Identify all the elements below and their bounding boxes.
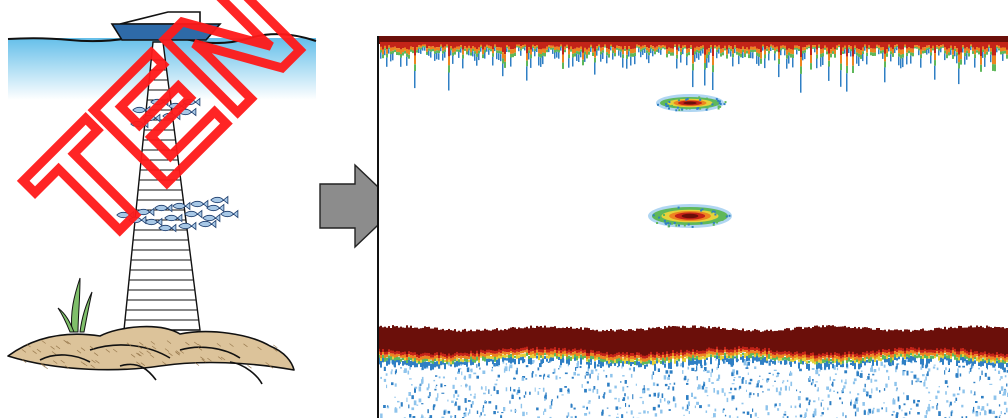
fish-icon <box>210 195 229 205</box>
fish-icon <box>190 199 209 209</box>
fish-icon <box>202 213 221 223</box>
fish-echo-upper <box>656 94 727 112</box>
fish-icon <box>136 207 155 217</box>
fish-icon <box>220 209 239 219</box>
fish-icon <box>184 209 203 219</box>
echogram-panel <box>377 36 1008 418</box>
fish-icon <box>128 215 147 225</box>
fish-icon <box>158 223 177 233</box>
fish-icon <box>150 97 169 107</box>
fish-icon <box>178 107 197 117</box>
fish-icon <box>144 217 163 227</box>
right-arrow-icon <box>319 163 400 249</box>
fish-icon <box>178 221 197 231</box>
fish-icon <box>198 219 217 229</box>
surface-clutter <box>378 36 1008 93</box>
sub-bottom-speckle <box>380 358 1008 418</box>
seabed-rocks <box>7 325 295 385</box>
fish-icon <box>116 210 135 220</box>
fish-icon <box>154 203 173 213</box>
fish-icon <box>182 97 201 107</box>
fish-icon <box>164 213 183 223</box>
fish-icon <box>172 201 191 211</box>
bottom-echo <box>378 325 1008 371</box>
seafloor-illustration <box>7 11 317 385</box>
fish-school-upper <box>130 97 201 129</box>
fish-icon <box>162 111 181 121</box>
fish-school-lower <box>116 195 239 233</box>
boat-icon <box>110 11 222 41</box>
seaweed-plant <box>57 277 93 333</box>
fish-icon <box>132 105 151 115</box>
fish-icon <box>168 101 187 111</box>
fish-icon <box>206 203 225 213</box>
fish-icon <box>142 113 161 123</box>
fish-echo-lower <box>648 204 732 228</box>
fish-icon <box>130 119 149 129</box>
